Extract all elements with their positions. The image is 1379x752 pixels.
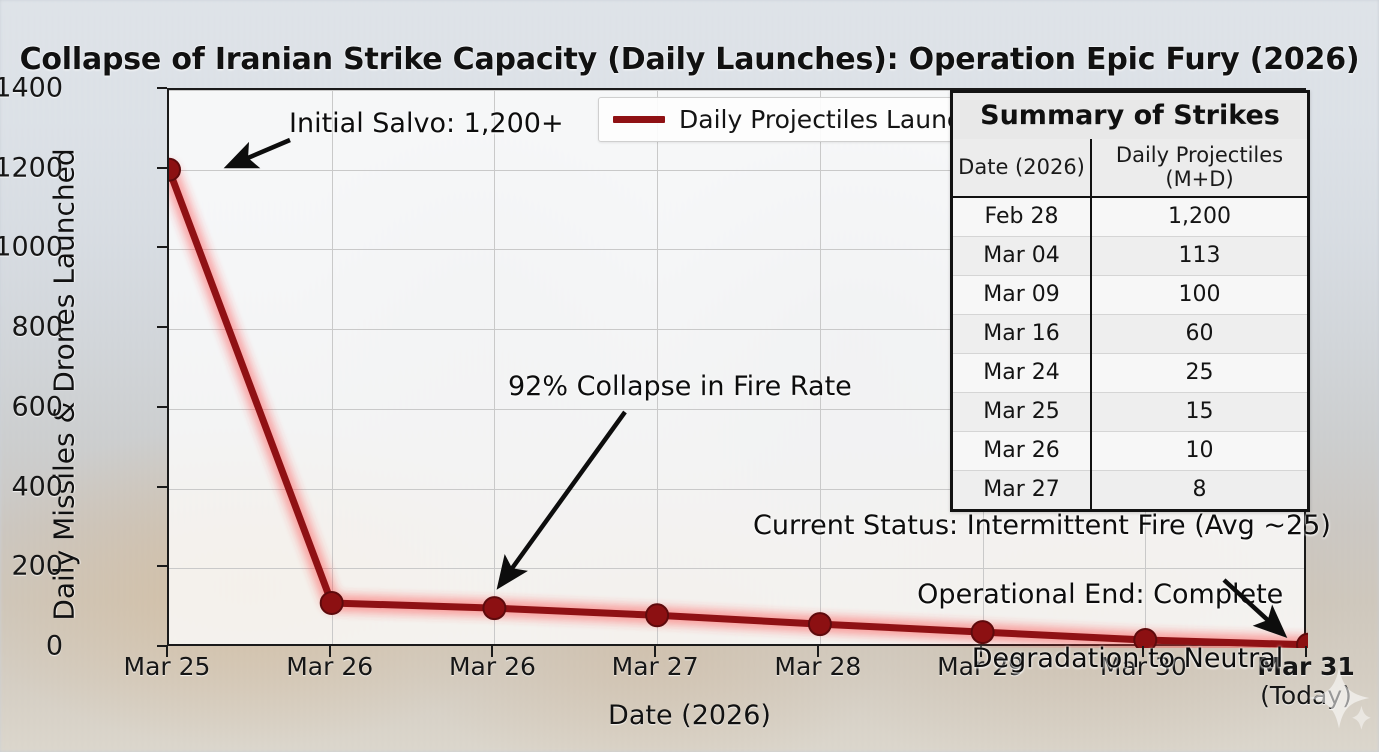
y-tick-label-0: 0 — [45, 630, 63, 662]
y-tick-label-600: 600 — [11, 391, 63, 423]
annotation-operational-end-line2: Degradation to Neutral — [971, 642, 1284, 674]
strikes-table-head: Date (2026) Daily Projectiles (M+D) — [953, 139, 1307, 198]
y-tick-label-1400: 1400 — [0, 72, 63, 104]
y-tick-label-400: 400 — [11, 471, 63, 503]
cell-projectiles: 1,200 — [1091, 197, 1307, 237]
y-tick-mark-0 — [157, 645, 167, 647]
cell-projectiles: 10 — [1091, 431, 1307, 471]
x-tick-mark-7 — [1305, 646, 1307, 657]
y-tick-mark-400 — [157, 485, 167, 488]
y-tick-mark-800 — [157, 326, 167, 329]
annotation-collapse-rate: 92% Collapse in Fire Rate — [508, 371, 852, 402]
cell-projectiles: 8 — [1192, 477, 1207, 502]
x-tick-mark-5 — [979, 646, 982, 657]
x-tick-mark-1 — [328, 646, 331, 657]
table-row: Feb 28 1,200 — [953, 197, 1307, 237]
sparkle-icon — [1308, 667, 1371, 730]
legend-swatch-daily-projectiles — [613, 116, 665, 123]
cell-projectiles: 60 — [1091, 314, 1307, 354]
cell-date: Mar 04 — [953, 236, 1093, 276]
strikes-table: Date (2026) Daily Projectiles (M+D) Feb … — [953, 139, 1307, 509]
gridline-vertical — [331, 90, 333, 644]
annotation-operational-end-line1: Operational End: Complete — [917, 578, 1284, 610]
annotation-operational-end: Operational End: Complete Degradation to… — [900, 547, 1283, 674]
gridline-vertical — [819, 90, 821, 644]
y-tick-label-1200: 1200 — [0, 152, 63, 184]
y-tick-mark-1000 — [157, 246, 167, 249]
table-row: Mar 04 113 — [953, 236, 1307, 276]
table-header-row: Date (2026) Daily Projectiles (M+D) — [953, 139, 1307, 198]
x-tick-mark-3 — [654, 646, 657, 657]
cell-date: Feb 28 — [953, 197, 1093, 237]
column-header-projectiles: Daily Projectiles (M+D) — [1091, 139, 1307, 198]
cell-date: Mar 25 — [953, 392, 1093, 432]
table-row: Mar 25 15 — [953, 392, 1307, 432]
x-tick-mark-2 — [491, 646, 494, 657]
table-row: Mar 09 100 — [953, 275, 1307, 315]
annotation-current-status: Current Status: Intermittent Fire (Avg ~… — [753, 510, 1331, 541]
cell-date: Mar 16 — [953, 314, 1093, 354]
table-row: Mar 26 10 — [953, 431, 1307, 471]
x-tick-mark-4 — [816, 646, 819, 657]
cell-date: Mar 26 — [953, 431, 1093, 471]
cell-projectiles: 15 — [1091, 392, 1307, 432]
x-axis-label: Date (2026) — [608, 700, 771, 731]
cell-projectiles: 100 — [1091, 275, 1307, 315]
y-tick-mark-600 — [157, 405, 167, 408]
chart-title: Collapse of Iranian Strike Capacity (Dai… — [19, 42, 1360, 77]
table-row: Mar 24 25 — [953, 353, 1307, 393]
column-header-date: Date (2026) — [953, 139, 1093, 198]
y-tick-label-200: 200 — [11, 550, 63, 582]
x-tick-mark-6 — [1142, 646, 1145, 657]
summary-table-title: Summary of Strikes — [953, 93, 1307, 139]
table-row: Mar 16 60 — [953, 314, 1307, 354]
x-tick-mark-0 — [166, 646, 168, 657]
annotation-initial-salvo: Initial Salvo: 1,200+ — [289, 108, 564, 139]
gridline-horizontal — [169, 90, 1304, 91]
gridline-vertical — [494, 90, 496, 644]
y-tick-mark-1400 — [157, 87, 167, 89]
cell-projectiles: 25 — [1091, 353, 1307, 393]
y-tick-label-1000: 1000 — [0, 231, 63, 263]
table-row: Mar 27 8 — [953, 470, 1307, 509]
summary-of-strikes-table: Summary of Strikes Date (2026) Daily Pro… — [950, 90, 1310, 512]
cell-date: Mar 09 — [953, 275, 1093, 315]
y-tick-label-800: 800 — [11, 311, 63, 343]
cell-date: Mar 27 — [953, 470, 1093, 509]
strikes-table-body: Feb 28 1,200 Mar 04 113 Mar 09 100 Mar 16 60 Mar… — [953, 197, 1307, 509]
y-tick-mark-1200 — [157, 166, 167, 169]
cell-date: Mar 24 — [953, 353, 1093, 393]
cell-projectiles: 113 — [1091, 236, 1307, 276]
gridline-vertical — [657, 90, 659, 644]
y-tick-mark-200 — [157, 565, 167, 568]
